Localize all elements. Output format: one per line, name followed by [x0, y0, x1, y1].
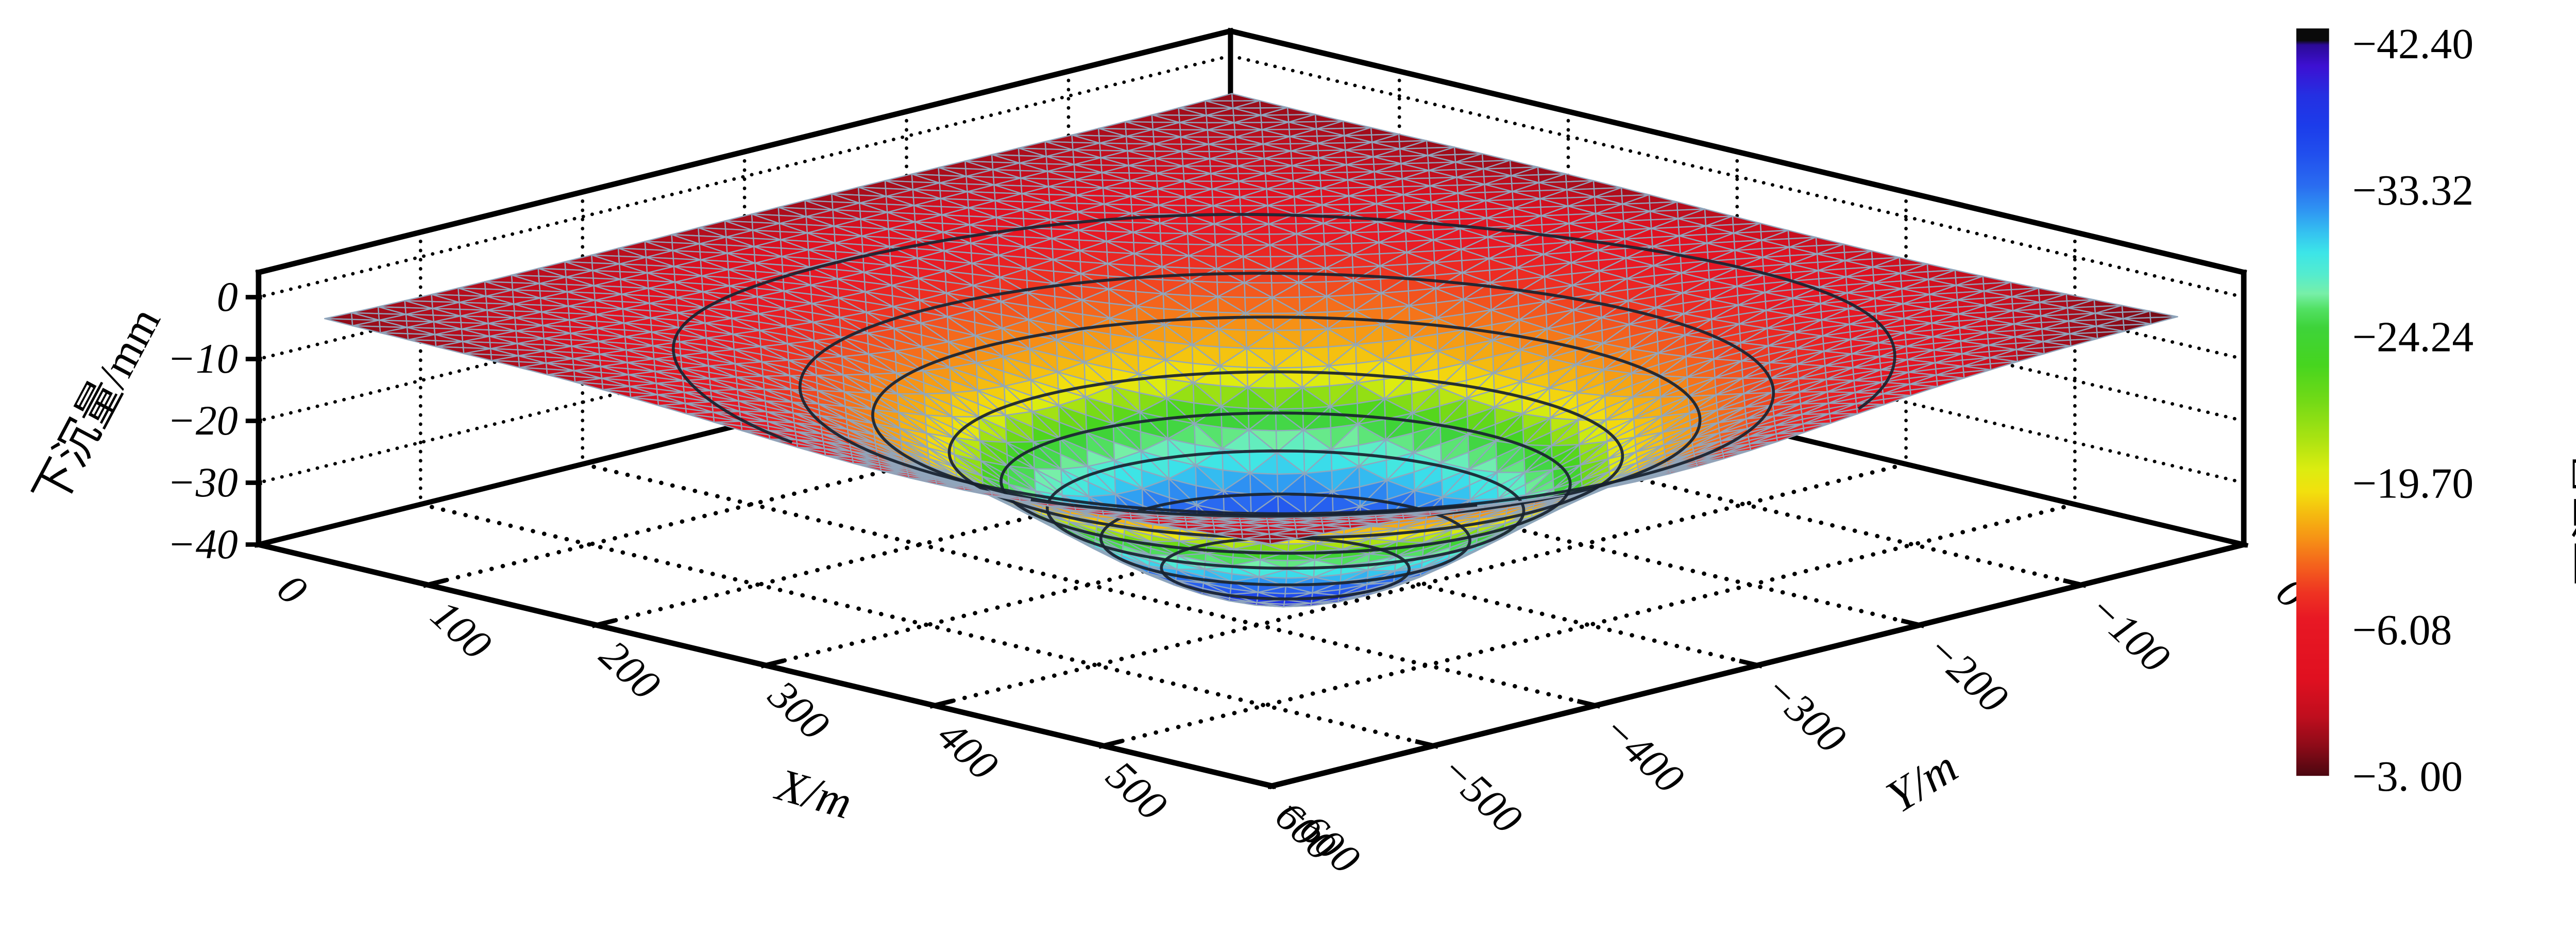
x-tick-label: 400: [929, 711, 1007, 789]
x-tick-label: 200: [591, 631, 669, 708]
y-tick-label: −600: [1270, 786, 1369, 882]
colorbar-tick-label: −24.24: [2352, 313, 2473, 361]
colorbar-tick-label: −3. 00: [2352, 753, 2463, 801]
x-tick: [1098, 739, 1122, 749]
z-axis-title: 下沉量/mm: [25, 299, 170, 514]
x-tick: [422, 578, 447, 588]
x-tick: [929, 698, 953, 709]
colorbar-tick-label: −19.70: [2352, 460, 2473, 508]
y-tick-label: −300: [1756, 665, 1855, 762]
contour-ring: [947, 370, 1624, 540]
z-tick-label: 0: [217, 273, 238, 320]
axes: 01002003004005006000−100−200−300−400−500…: [25, 273, 2315, 882]
x-axis-title: X/m: [770, 758, 857, 829]
y-tick-label: −400: [1594, 705, 1693, 802]
y-tick: [2062, 578, 2087, 588]
y-tick: [1739, 658, 1763, 669]
colorbar-gradient: [2296, 28, 2329, 776]
y-tick: [2225, 538, 2249, 548]
y-tick: [1577, 698, 1601, 709]
x-tick-label: 500: [1097, 752, 1176, 829]
colorbar-title: 下沉量/mm: [2569, 369, 2576, 586]
contour-ring: [798, 272, 1775, 515]
z-tick-label: −30: [167, 459, 238, 506]
y-axis-title: Y/m: [1877, 741, 1966, 823]
contour-ring: [1099, 492, 1471, 587]
colorbar-tick-label: −33.32: [2352, 166, 2473, 214]
y-tick-label: −100: [2080, 585, 2179, 681]
y-tick-label: −200: [1918, 625, 2016, 722]
x-tick-label: 0: [268, 565, 316, 613]
y-tick: [1252, 779, 1277, 789]
y-tick: [1901, 618, 1925, 628]
colorbar-tick-label: −42.40: [2352, 20, 2473, 68]
near-rim-overlay: [908, 477, 1565, 545]
colorbar-tick-label: −6.08: [2352, 606, 2452, 654]
z-tick-label: −20: [167, 397, 238, 444]
colorbar: −42.40 −33.32 −24.24 −19.70 −6.08 −3. 00 下沉量/m…: [2296, 20, 2576, 801]
x-tick-label: 100: [422, 591, 500, 668]
contour-ring: [1160, 536, 1411, 601]
contour-ring: [999, 411, 1572, 555]
y-tick-label: −500: [1432, 745, 1531, 842]
x-tick: [760, 658, 785, 669]
y-tick: [1415, 739, 1439, 749]
z-tick-label: −10: [167, 335, 238, 382]
x-tick: [591, 618, 616, 628]
z-tick-label: −40: [167, 521, 238, 568]
contour-ring: [1045, 449, 1526, 570]
